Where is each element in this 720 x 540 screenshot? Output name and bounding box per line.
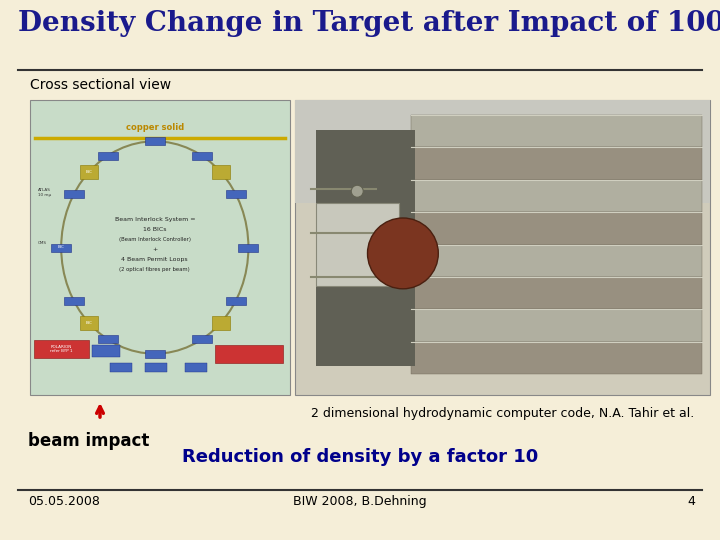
Text: BIW 2008, B.Dehning: BIW 2008, B.Dehning: [293, 495, 427, 508]
Text: BIC: BIC: [85, 321, 92, 325]
Bar: [64, 191, 84, 198]
Bar: [226, 191, 246, 198]
Bar: [411, 147, 702, 180]
Text: Beam Interlock System =: Beam Interlock System =: [114, 217, 195, 222]
Text: Density Change in Target after Impact of 100 Bunches: Density Change in Target after Impact of…: [18, 10, 720, 37]
Circle shape: [367, 218, 438, 289]
Text: 05.05.2008: 05.05.2008: [28, 495, 100, 508]
Bar: [34, 340, 89, 358]
Bar: [215, 345, 283, 363]
Text: (Beam Interlock Controller): (Beam Interlock Controller): [119, 237, 191, 242]
Text: Cross sectional view: Cross sectional view: [30, 78, 171, 92]
Bar: [411, 342, 702, 374]
Text: copper solid: copper solid: [126, 124, 184, 132]
Bar: [80, 315, 98, 329]
Bar: [411, 212, 702, 245]
Bar: [64, 296, 84, 305]
Bar: [80, 165, 98, 179]
Bar: [411, 180, 702, 212]
Bar: [212, 165, 230, 179]
Bar: [316, 130, 415, 366]
Text: beam impact: beam impact: [28, 432, 149, 450]
Text: POLARION
refer BYP 1: POLARION refer BYP 1: [50, 345, 72, 353]
Bar: [295, 100, 710, 203]
Text: ATLAS
10 mμ: ATLAS 10 mμ: [38, 188, 51, 197]
Text: CMS: CMS: [38, 240, 47, 245]
Bar: [295, 100, 710, 395]
Bar: [226, 296, 246, 305]
Text: 16 BICs: 16 BICs: [143, 227, 166, 232]
Bar: [238, 244, 258, 252]
Bar: [51, 244, 71, 252]
Bar: [411, 115, 702, 147]
Bar: [98, 152, 118, 159]
Text: 4 Beam Permit Loops: 4 Beam Permit Loops: [122, 257, 188, 262]
Bar: [98, 335, 118, 343]
Text: 2 dimensional hydrodynamic computer code, N.A. Tahir et al.: 2 dimensional hydrodynamic computer code…: [311, 407, 694, 420]
Bar: [145, 137, 165, 145]
Bar: [192, 335, 212, 343]
Bar: [411, 245, 702, 277]
Bar: [185, 363, 207, 372]
Bar: [316, 203, 399, 286]
Bar: [411, 277, 702, 309]
Bar: [92, 345, 120, 357]
Bar: [192, 152, 212, 159]
Text: +: +: [152, 247, 158, 252]
Text: BIC: BIC: [58, 246, 65, 249]
Bar: [411, 309, 702, 342]
Text: Reduction of density by a factor 10: Reduction of density by a factor 10: [182, 448, 538, 466]
Text: (2 optical fibres per beam): (2 optical fibres per beam): [120, 267, 190, 272]
Text: 4: 4: [687, 495, 695, 508]
Bar: [145, 363, 167, 372]
Circle shape: [351, 185, 364, 197]
Bar: [110, 363, 132, 372]
Bar: [145, 350, 165, 357]
Bar: [30, 100, 290, 395]
Text: BIC: BIC: [85, 171, 92, 174]
Bar: [212, 315, 230, 329]
